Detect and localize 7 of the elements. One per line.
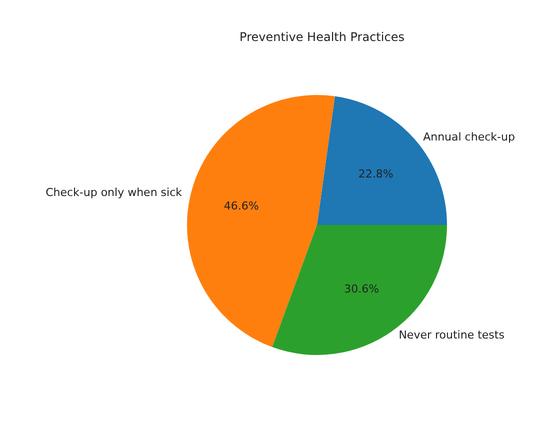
slice-label: Annual check-up [423, 130, 515, 144]
data-label: 22.8% [358, 167, 394, 180]
slice-label: Check-up only when sick [46, 186, 183, 199]
slice-label: Never routine tests [398, 328, 505, 342]
data-label: 46.6% [224, 200, 259, 213]
data-label: 30.6% [344, 282, 380, 296]
chart-title: Preventive Health Practices [240, 30, 404, 44]
